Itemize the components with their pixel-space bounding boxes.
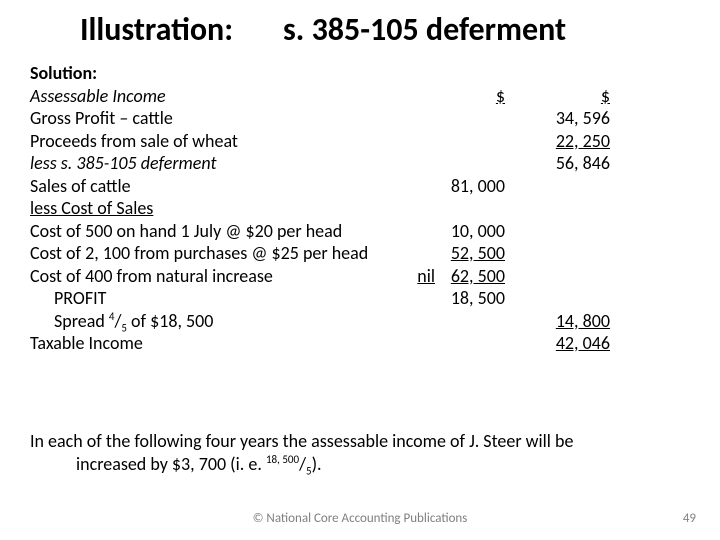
val-profit: 18, 500	[435, 287, 505, 310]
page-number: 49	[683, 511, 696, 526]
row-spread: Spread 4/5 of $18, 500 14, 800	[30, 310, 690, 333]
footer-text: © National Core Accounting Publications	[0, 511, 720, 526]
row-profit: PROFIT 18, 500	[30, 287, 690, 310]
title-left: Illustration:	[80, 10, 233, 49]
row-solution: Solution:	[30, 62, 690, 85]
row-cost2100: Cost of 2, 100 from purchases @ $25 per …	[30, 242, 690, 265]
note-line1: In each of the following four years the …	[30, 430, 690, 453]
label-sales-cattle: Sales of cattle	[30, 175, 131, 198]
val-cost2100: 52, 500	[435, 242, 505, 265]
label-cost400: Cost of 400 from natural increase	[30, 265, 273, 288]
row-taxable: Taxable Income 42, 046	[30, 332, 690, 355]
val-spread: 14, 800	[540, 310, 610, 333]
val-gross-profit: 34, 596	[540, 107, 610, 130]
val-cost500: 10, 000	[435, 220, 505, 243]
label-cost500: Cost of 500 on hand 1 July @ $20 per hea…	[30, 220, 342, 243]
val-sales-cattle: 81, 000	[435, 175, 505, 198]
row-assessable: Assessable Income $ $	[30, 85, 690, 108]
val-proceeds: 22, 250	[540, 130, 610, 153]
label-taxable: Taxable Income	[30, 332, 143, 355]
label-proceeds: Proceeds from sale of wheat	[30, 130, 238, 153]
title-right: s. 385-105 deferment	[283, 10, 566, 49]
val-subtotal: 56, 846	[540, 152, 610, 175]
label-solution: Solution:	[30, 62, 97, 85]
label-gross-profit: Gross Profit – cattle	[30, 107, 173, 130]
label-cost2100: Cost of 2, 100 from purchases @ $25 per …	[30, 242, 368, 265]
row-less-cost: less Cost of Sales	[30, 197, 690, 220]
row-sales-cattle: Sales of cattle 81, 000	[30, 175, 690, 198]
label-less-cost: less Cost of Sales	[30, 197, 153, 220]
label-spread: Spread 4/5 of $18, 500	[30, 310, 213, 333]
colhead-b: $	[540, 85, 610, 108]
label-profit: PROFIT	[30, 287, 106, 310]
label-nil: nil	[385, 265, 435, 288]
row-cost400: Cost of 400 from natural increase nil 62…	[30, 265, 690, 288]
row-cost500: Cost of 500 on hand 1 July @ $20 per hea…	[30, 220, 690, 243]
label-assessable: Assessable Income	[30, 85, 166, 108]
slide: Illustration: s. 385-105 deferment Soluti…	[0, 0, 720, 540]
note: In each of the following four years the …	[30, 430, 690, 475]
val-taxable: 42, 046	[540, 332, 610, 355]
slide-title: Illustration: s. 385-105 deferment	[80, 10, 690, 49]
row-gross-profit: Gross Profit – cattle 34, 596	[30, 107, 690, 130]
note-line2: increased by $3, 700 (i. e. 18, 500/5).	[30, 453, 690, 476]
colhead-a: $	[435, 85, 505, 108]
label-less-deferment: less s. 385-105 deferment	[30, 152, 217, 175]
val-cost400: 62, 500	[435, 265, 505, 288]
body: Solution: Assessable Income $ $ Gross Pr…	[30, 62, 690, 355]
row-proceeds: Proceeds from sale of wheat 22, 250	[30, 130, 690, 153]
